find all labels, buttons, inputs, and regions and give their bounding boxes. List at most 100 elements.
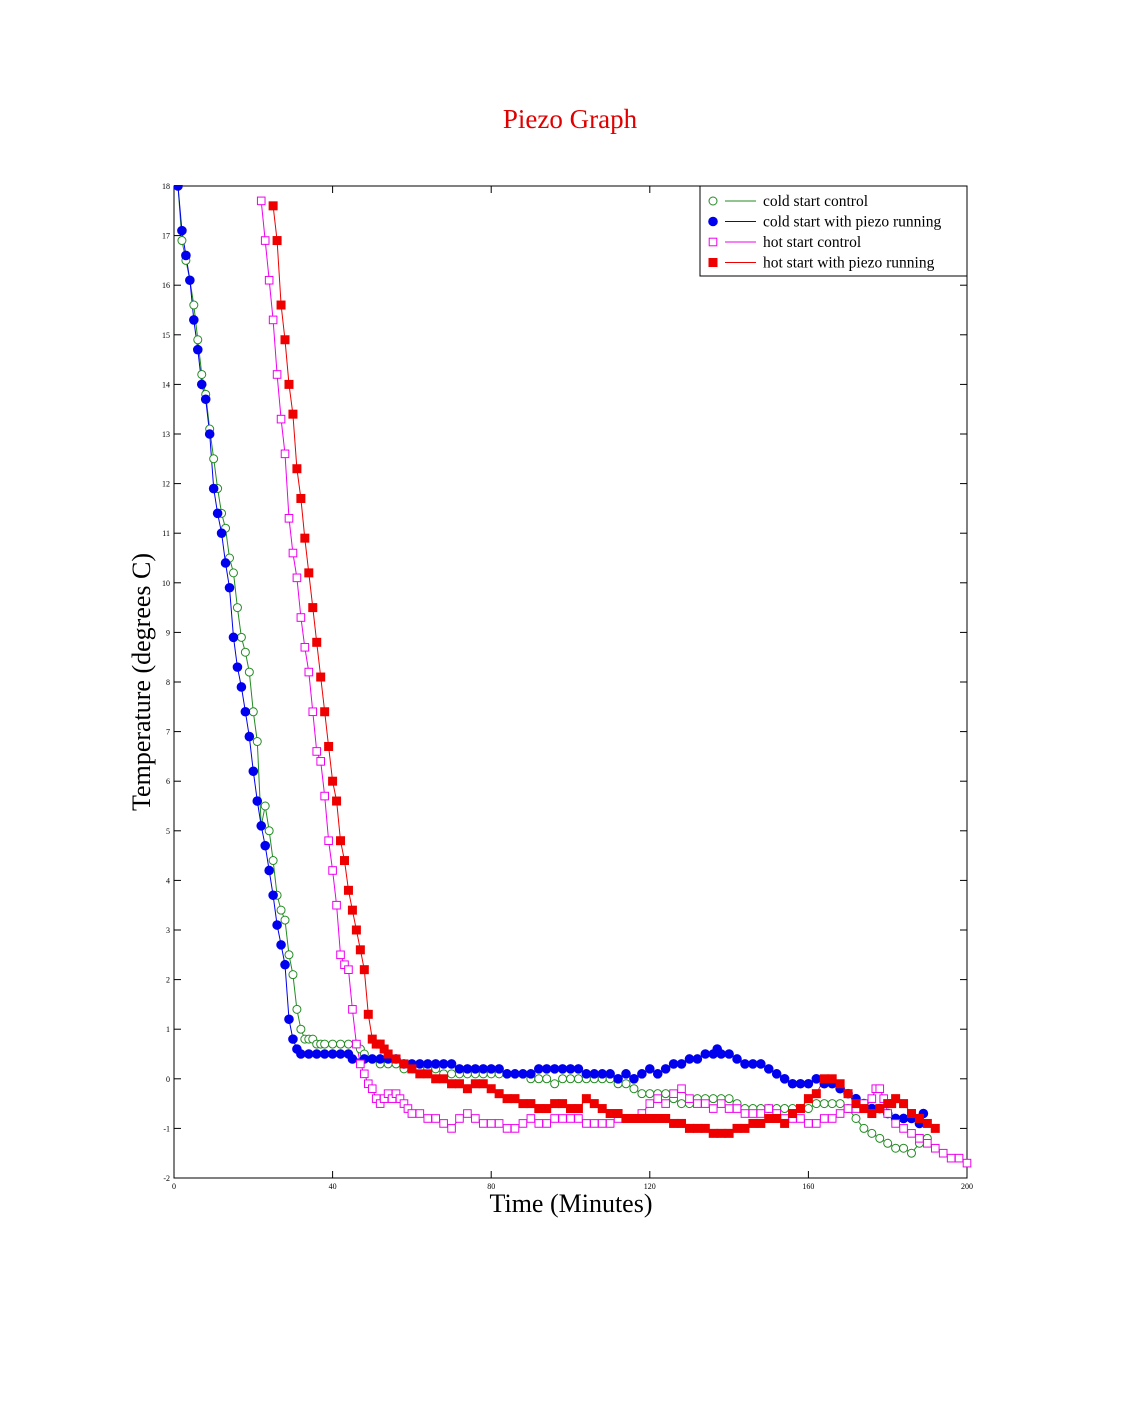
data-point xyxy=(724,1049,734,1059)
data-point xyxy=(756,1109,766,1118)
data-point xyxy=(296,493,306,503)
x-tick-label: 200 xyxy=(961,1182,973,1191)
data-point xyxy=(189,315,199,325)
data-point xyxy=(308,707,318,717)
data-point xyxy=(661,1099,670,1108)
data-point xyxy=(216,528,227,539)
legend-label: hot start with piezo running xyxy=(763,255,935,272)
data-point xyxy=(494,1064,504,1074)
data-point xyxy=(407,1064,417,1074)
data-point xyxy=(252,737,262,747)
data-point xyxy=(383,1049,393,1059)
data-point xyxy=(288,409,298,419)
data-point xyxy=(811,1089,821,1099)
data-point xyxy=(550,1099,560,1109)
data-point xyxy=(558,1099,568,1109)
data-point xyxy=(677,1118,687,1128)
data-point xyxy=(347,1054,358,1064)
data-point xyxy=(284,950,294,960)
data-point xyxy=(356,1059,365,1069)
data-point xyxy=(204,429,215,439)
data-point xyxy=(192,344,203,355)
data-point xyxy=(772,1113,782,1123)
data-point xyxy=(510,1069,520,1079)
data-point xyxy=(320,1039,330,1049)
legend-item: cold start control xyxy=(708,193,868,210)
data-point xyxy=(819,1074,829,1084)
data-point xyxy=(962,1158,972,1168)
data-point xyxy=(280,449,290,459)
data-point xyxy=(319,1049,330,1059)
data-point xyxy=(764,1113,774,1123)
data-point xyxy=(716,1099,726,1108)
x-axis-label: Time (Minutes) xyxy=(490,1189,653,1218)
data-point xyxy=(375,1054,385,1064)
data-point xyxy=(685,1094,694,1103)
data-point xyxy=(260,840,270,851)
data-point xyxy=(780,1104,790,1114)
data-point xyxy=(260,236,270,245)
data-point xyxy=(771,1069,782,1079)
data-point xyxy=(336,1039,346,1049)
series-points-2 xyxy=(256,196,972,1168)
y-tick-label: 11 xyxy=(162,529,170,538)
data-point xyxy=(320,707,330,717)
data-point xyxy=(415,1069,425,1079)
data-point xyxy=(819,1114,829,1123)
data-point xyxy=(292,1004,302,1014)
data-point xyxy=(244,667,254,677)
data-point xyxy=(803,1094,813,1104)
data-point xyxy=(835,1099,845,1109)
data-point xyxy=(236,632,246,642)
data-point xyxy=(629,1113,639,1123)
data-point xyxy=(566,1074,575,1084)
data-point xyxy=(541,1064,552,1074)
data-point xyxy=(399,1059,409,1069)
data-point xyxy=(430,1059,441,1069)
y-tick-label: 12 xyxy=(162,480,170,489)
data-point xyxy=(796,1114,805,1123)
data-point xyxy=(621,1113,631,1123)
data-point xyxy=(574,1114,583,1123)
data-point xyxy=(653,1113,663,1123)
data-point xyxy=(300,533,310,543)
data-point xyxy=(174,185,183,191)
data-point xyxy=(312,747,322,756)
x-tick-label: 160 xyxy=(802,1182,814,1191)
data-point xyxy=(284,379,294,389)
legend: cold start control cold start with piezo … xyxy=(699,185,968,277)
data-point xyxy=(332,900,341,910)
data-point xyxy=(423,1069,433,1079)
data-point xyxy=(637,1089,647,1099)
data-point xyxy=(296,613,306,622)
y-tick-label: 3 xyxy=(166,926,170,935)
data-point xyxy=(268,201,278,211)
axis-ticks: 0 40 80 120 160 200-2-10123456789101112131415… xyxy=(162,182,973,1191)
data-point xyxy=(748,1109,758,1118)
data-point xyxy=(312,637,322,647)
data-point xyxy=(280,959,290,970)
legend-marker xyxy=(708,216,718,227)
data-point xyxy=(256,196,266,206)
data-point xyxy=(351,925,361,935)
data-point xyxy=(339,856,349,866)
data-point xyxy=(316,757,326,766)
data-point xyxy=(212,508,223,519)
data-point xyxy=(795,1078,806,1089)
data-point xyxy=(280,335,290,345)
data-point xyxy=(534,1104,544,1114)
data-point xyxy=(189,300,199,310)
data-point xyxy=(740,1109,750,1118)
legend-marker xyxy=(708,196,718,206)
data-point xyxy=(284,1014,294,1025)
data-point xyxy=(819,1099,829,1109)
data-point xyxy=(352,1039,361,1049)
data-point xyxy=(700,1123,710,1133)
data-point xyxy=(660,1064,671,1074)
data-point xyxy=(348,1005,357,1014)
data-point xyxy=(589,1119,599,1128)
data-point xyxy=(684,1054,695,1064)
legend-item: cold start with piezo running xyxy=(708,214,941,231)
data-point xyxy=(335,1049,346,1059)
data-point xyxy=(645,1099,655,1108)
